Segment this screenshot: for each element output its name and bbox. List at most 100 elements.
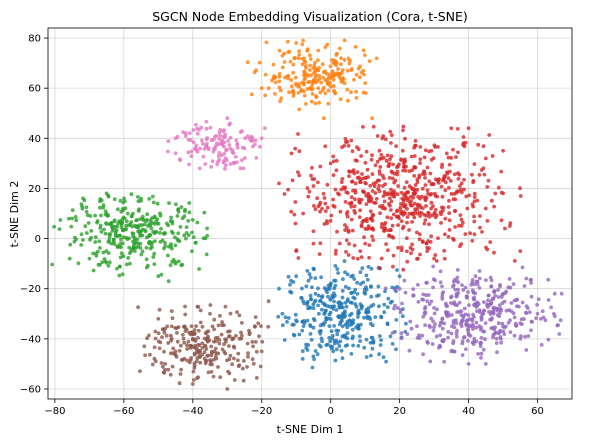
data-point [339, 62, 343, 67]
data-point [318, 90, 323, 95]
data-point [147, 197, 152, 201]
data-point [345, 331, 350, 335]
data-point [176, 210, 181, 214]
data-point [186, 150, 191, 155]
data-point [417, 175, 422, 180]
data-point [81, 196, 85, 201]
data-point [549, 305, 553, 310]
data-point [397, 162, 401, 167]
data-point [88, 214, 93, 218]
data-point [259, 86, 264, 91]
series-4 [383, 264, 564, 366]
data-point [333, 278, 338, 283]
data-point [297, 149, 302, 154]
data-point [93, 213, 97, 218]
data-point [449, 126, 454, 131]
data-point [338, 314, 343, 318]
data-point [354, 89, 358, 94]
data-point [504, 308, 509, 313]
data-point [290, 90, 295, 94]
data-point [330, 71, 335, 75]
data-point [490, 316, 494, 320]
data-point [188, 343, 193, 348]
data-point [460, 283, 464, 287]
data-point [250, 340, 255, 344]
data-point [203, 162, 208, 166]
data-point [398, 308, 403, 312]
data-point [403, 136, 407, 141]
data-point [124, 227, 129, 231]
data-point [377, 334, 382, 338]
data-point [447, 228, 452, 232]
data-point [200, 341, 205, 346]
data-point [257, 60, 262, 65]
data-point [194, 122, 198, 127]
data-point [418, 157, 423, 162]
data-point [137, 207, 142, 212]
data-point [383, 286, 388, 291]
data-point [463, 140, 468, 145]
data-point [447, 218, 452, 223]
data-point [205, 338, 210, 343]
data-point [112, 197, 117, 202]
data-point [369, 284, 373, 289]
data-point [449, 313, 454, 317]
data-point [308, 275, 313, 280]
data-point [174, 202, 178, 207]
data-point [364, 285, 368, 290]
data-point [291, 62, 296, 67]
data-point [371, 238, 376, 243]
data-point [443, 180, 448, 185]
data-point [192, 361, 197, 366]
data-point [250, 357, 255, 362]
data-point [495, 350, 499, 355]
data-point [390, 342, 395, 346]
data-point [136, 241, 141, 246]
data-point [377, 304, 381, 309]
data-point [97, 239, 102, 244]
data-point [472, 191, 477, 196]
data-point [353, 211, 357, 215]
data-point [233, 155, 238, 159]
data-point [258, 144, 262, 149]
data-point [440, 291, 445, 296]
data-point [327, 324, 332, 328]
data-point [379, 314, 383, 319]
data-point [373, 191, 378, 195]
data-point [293, 200, 298, 204]
data-point [195, 376, 200, 381]
data-point [337, 241, 342, 246]
data-point [399, 190, 404, 195]
data-point [339, 348, 344, 353]
data-point [499, 169, 504, 174]
data-point [472, 195, 477, 199]
data-point [236, 351, 241, 356]
data-point [515, 304, 519, 309]
data-point [504, 289, 509, 294]
data-point [393, 287, 397, 292]
data-point [473, 291, 478, 296]
data-point [192, 328, 197, 332]
data-point [74, 218, 79, 223]
data-point [325, 205, 330, 210]
data-point [386, 228, 391, 233]
data-point [498, 310, 503, 315]
data-point [151, 200, 156, 205]
data-point [476, 352, 480, 356]
data-point [299, 88, 304, 92]
data-point [155, 201, 160, 206]
data-point [417, 232, 422, 237]
data-point [410, 187, 415, 192]
data-point [453, 303, 458, 307]
data-point [345, 87, 350, 92]
data-point [438, 269, 443, 274]
data-point [439, 205, 444, 210]
data-point [308, 332, 313, 336]
data-point [418, 196, 422, 201]
data-point [375, 134, 380, 138]
data-point [146, 224, 150, 228]
data-point [91, 251, 95, 256]
data-point [121, 206, 125, 211]
data-point [307, 53, 312, 58]
data-point [195, 131, 200, 136]
